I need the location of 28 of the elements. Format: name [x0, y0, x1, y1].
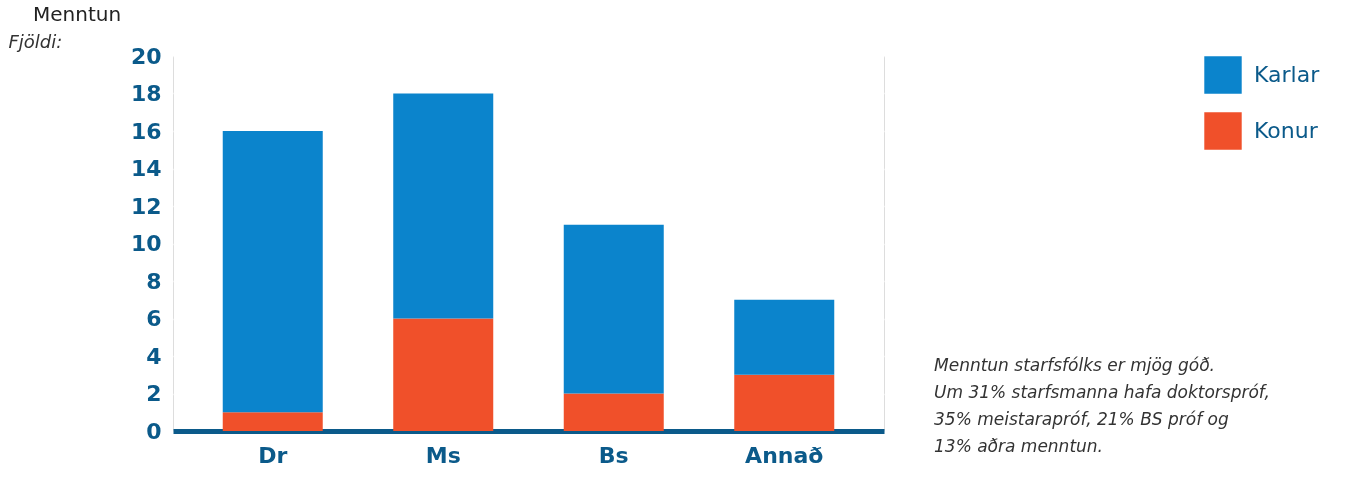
bar [563, 224, 664, 394]
y-tick-label: 10 [130, 231, 162, 256]
y-tick-label: 2 [146, 381, 162, 406]
bar [222, 412, 323, 431]
y-tick-label: 6 [146, 306, 162, 331]
y-tick-label: 4 [146, 343, 162, 369]
text: Menntun starfsfólks er mjög góð. Um 31% starfsmanna hafa doktorspróf, 35% meistarapróf, 21% BS próf og 13% aðra menntun. [934, 355, 1270, 456]
chart-title: Menntun [33, 2, 122, 26]
x-tick-label: Annað [745, 442, 824, 468]
bar [734, 374, 835, 431]
y-tick-label: 0 [146, 418, 162, 444]
legend-label: Konur [1254, 118, 1319, 143]
bar [393, 93, 494, 319]
y-tick-label: 14 [130, 156, 162, 181]
y-tick-label: 12 [130, 193, 162, 219]
x-tick-label: Bs [598, 442, 629, 468]
legend-label: Karlar [1254, 62, 1321, 87]
bar [222, 131, 323, 413]
y-tick-label: 16 [130, 118, 162, 144]
y-tick-label: 20 [130, 43, 162, 69]
bar [734, 299, 835, 375]
y-tick-label: 18 [130, 81, 162, 106]
bar [393, 318, 494, 431]
x-tick-label: Ms [425, 442, 461, 468]
bar [563, 393, 664, 431]
x-tick-label: Dr [258, 442, 288, 468]
y-axis-title: Fjöldi: [8, 30, 63, 52]
y-tick-label: 8 [146, 268, 162, 294]
